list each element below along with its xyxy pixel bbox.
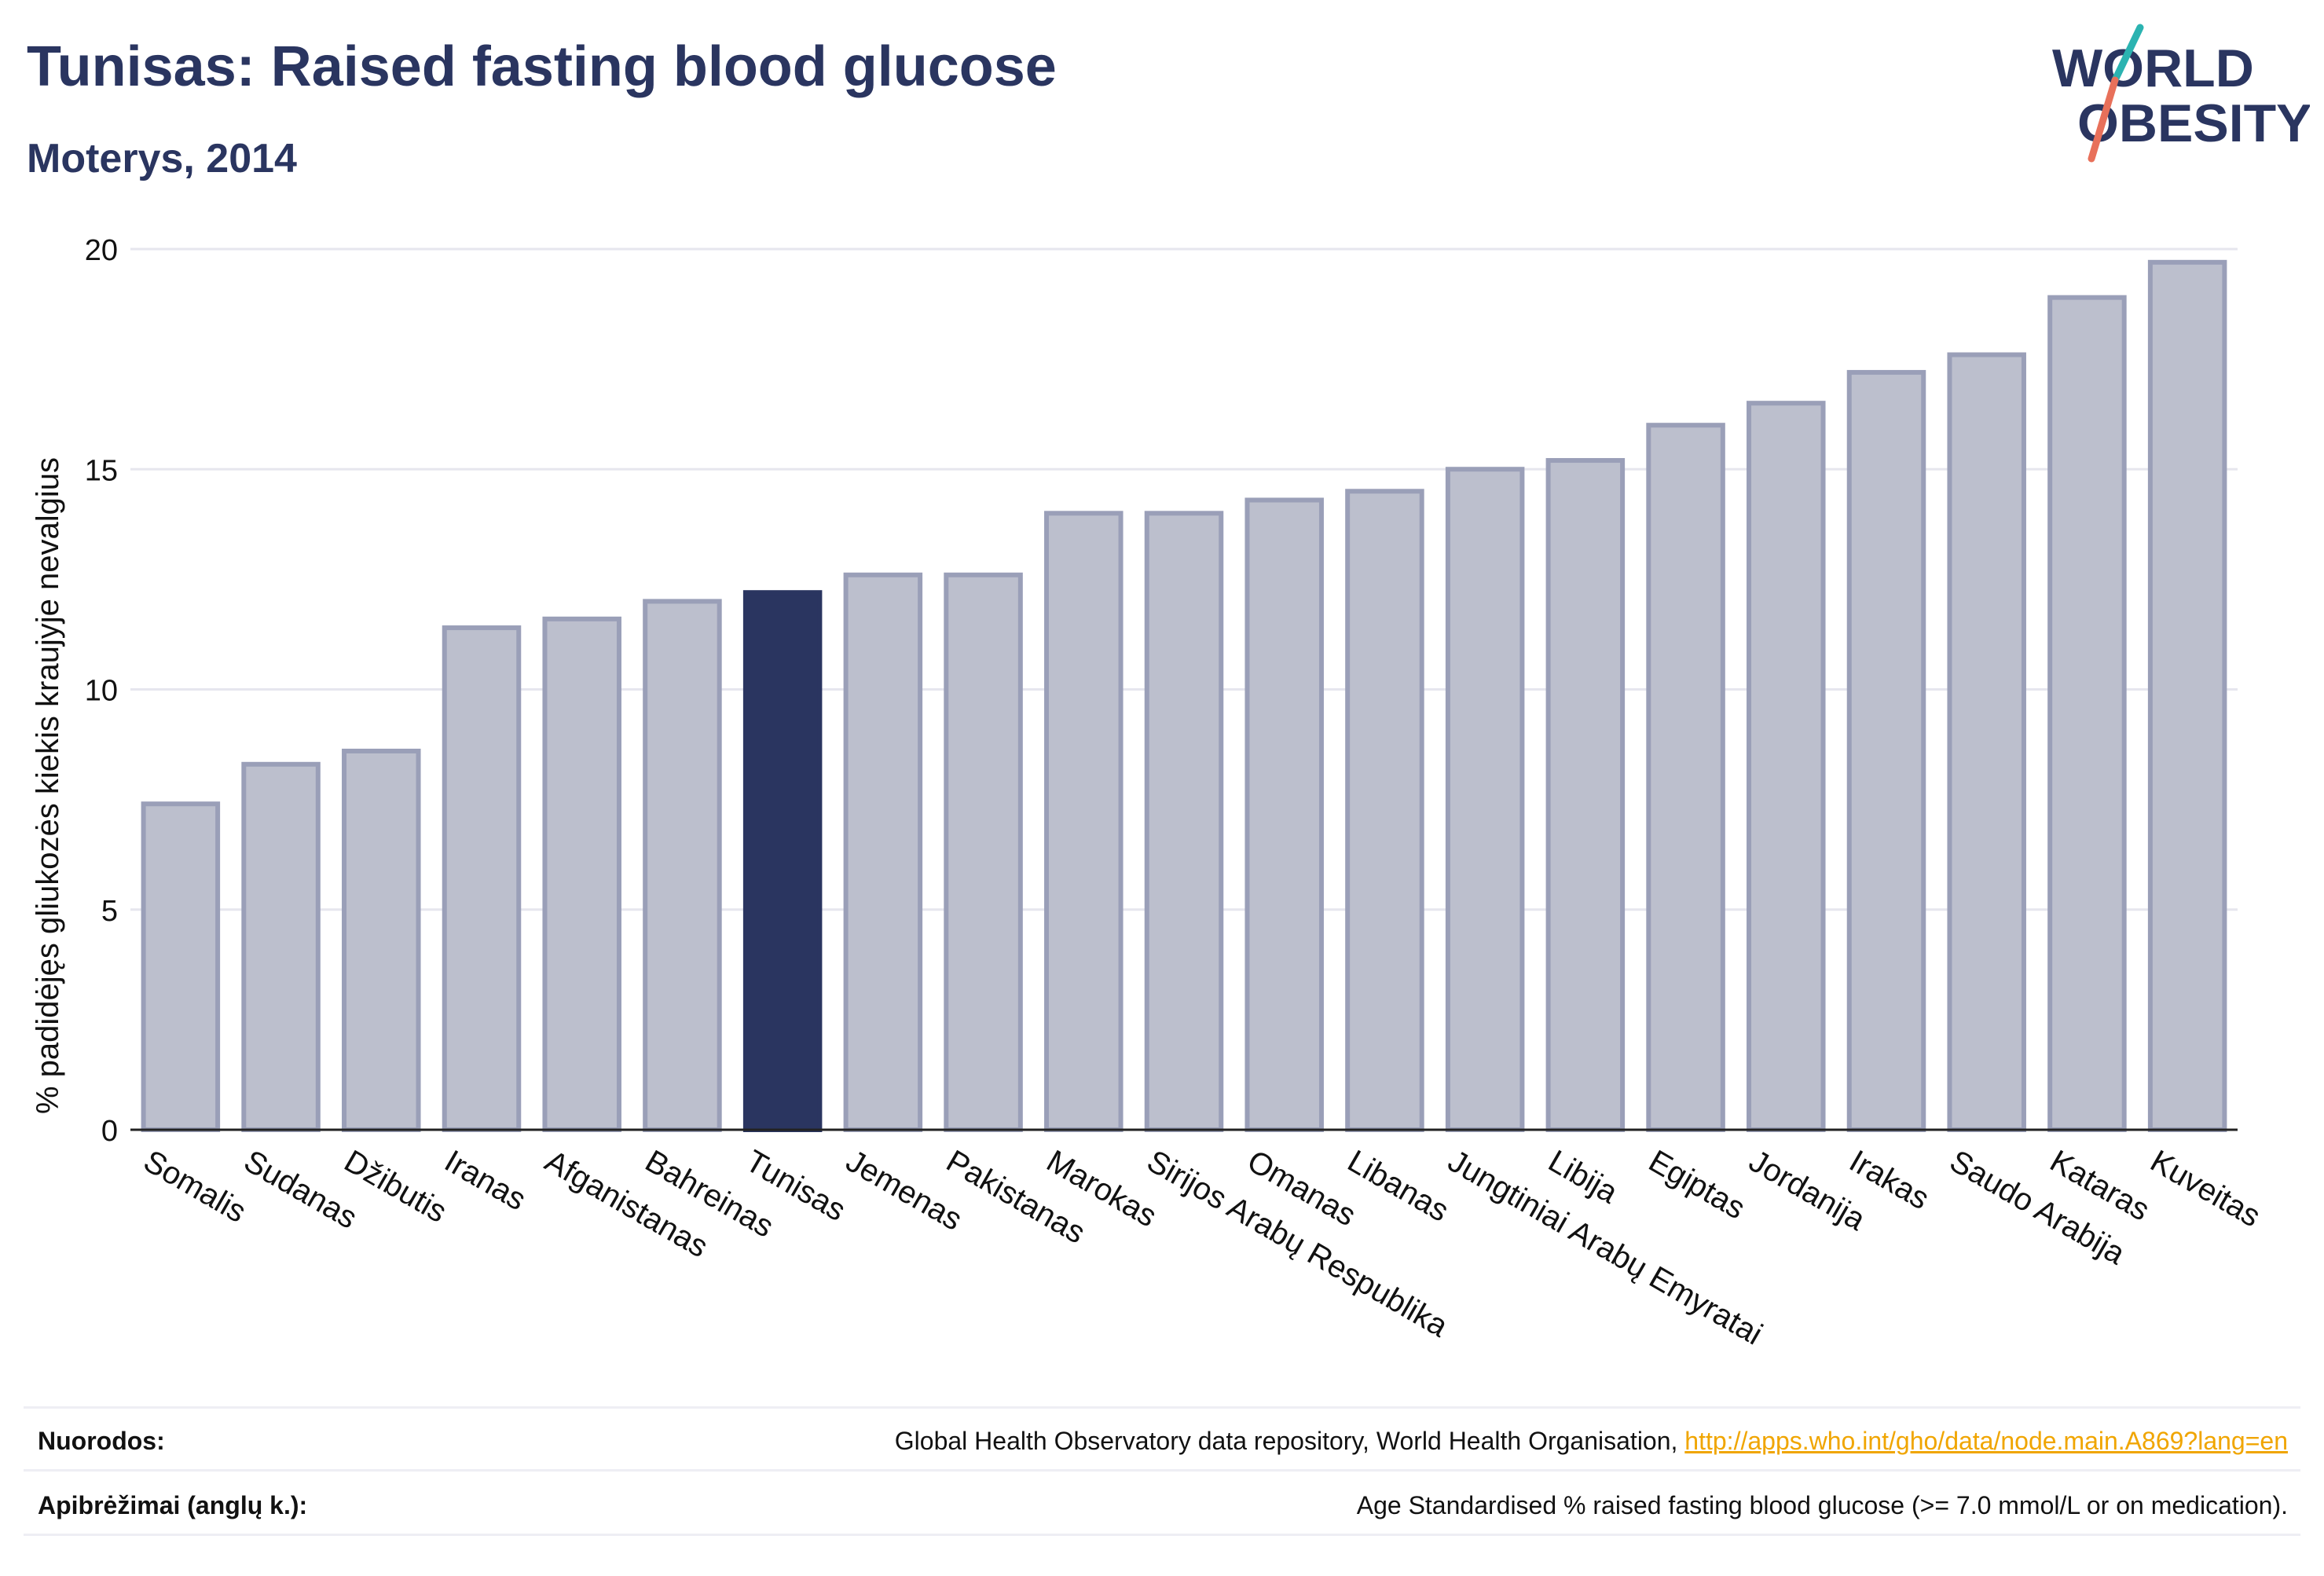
x-tick-label: Libanas [1342, 1144, 1454, 1229]
bar-libanas[interactable] [1345, 489, 1424, 1132]
bar-kuveitas[interactable] [2147, 259, 2227, 1133]
bar-sudanas[interactable] [241, 761, 321, 1132]
bar-egiptas[interactable] [1646, 423, 1725, 1132]
logo-text-world: WORLD [2052, 38, 2254, 98]
bar-bahreinas[interactable] [643, 599, 722, 1132]
sources-label: Nuorodos: [38, 1427, 165, 1455]
bar-kataras[interactable] [2047, 295, 2127, 1132]
y-tick-label: 20 [85, 234, 118, 267]
y-tick-label: 15 [85, 454, 118, 487]
bars [141, 259, 2227, 1133]
bar-jordanija[interactable] [1747, 401, 1826, 1132]
world-obesity-logo: WORLD OBESITY [2052, 24, 2310, 163]
y-axis-ticks: 0 5 10 15 20 [85, 234, 118, 1148]
bar-jemenas[interactable] [843, 572, 923, 1132]
y-tick-label: 5 [101, 895, 118, 928]
y-axis-label: % padidėjęs gliukozės kiekis kraujyje ne… [31, 457, 65, 1114]
bar-jungtiniai-arabų-emyratai[interactable] [1445, 467, 1525, 1132]
x-tick-label: Jemenas [840, 1144, 968, 1237]
x-tick-label: Sudanas [238, 1144, 363, 1236]
bar-pakistanas[interactable] [944, 572, 1023, 1132]
footer-divider-bottom [24, 1534, 2300, 1536]
logo-slash-top [2111, 24, 2144, 84]
x-tick-label: Kuveitas [2145, 1144, 2267, 1234]
y-tick-label: 10 [85, 675, 118, 708]
y-tick-label: 0 [101, 1115, 118, 1148]
bar-omanas[interactable] [1244, 497, 1324, 1132]
definitions-value: Age Standardised % raised fasting blood … [1356, 1491, 2288, 1519]
footer-divider-top [24, 1406, 2300, 1409]
bar-libija[interactable] [1545, 458, 1626, 1132]
definitions-label: Apibrėžimai (anglų k.): [38, 1491, 308, 1519]
bar-saudo-arabija[interactable] [1947, 352, 2026, 1132]
x-tick-label: Iranas [439, 1144, 532, 1218]
bar-somalis[interactable] [141, 801, 221, 1132]
bar-sirijos-arabų-respublika[interactable] [1144, 511, 1224, 1132]
sources-text: Global Health Observatory data repositor… [894, 1427, 1685, 1455]
chart-title: Tunisas: Raised fasting blood glucose [27, 35, 1057, 98]
sources-link[interactable]: http://apps.who.int/gho/data/node.main.A… [1684, 1427, 2288, 1455]
chart-subtitle: Moterys, 2014 [27, 136, 297, 181]
x-tick-label: Saudo Arabija [1944, 1144, 2131, 1272]
x-tick-label: Egiptas [1643, 1144, 1751, 1226]
bar-iranas[interactable] [442, 625, 522, 1132]
x-tick-label: Somalis [137, 1144, 251, 1230]
bar-irakas[interactable] [1846, 369, 1926, 1132]
bar-afganistanas[interactable] [542, 616, 621, 1132]
logo-slash-bottom [2088, 76, 2119, 163]
logo-text-obesity: OBESITY [2077, 93, 2310, 153]
footer-divider-middle [24, 1469, 2300, 1472]
sources-value: Global Health Observatory data repositor… [895, 1427, 2288, 1456]
bar-džibutis[interactable] [342, 748, 421, 1132]
bar-tunisas[interactable] [742, 590, 823, 1132]
bar-marokas[interactable] [1044, 511, 1124, 1132]
